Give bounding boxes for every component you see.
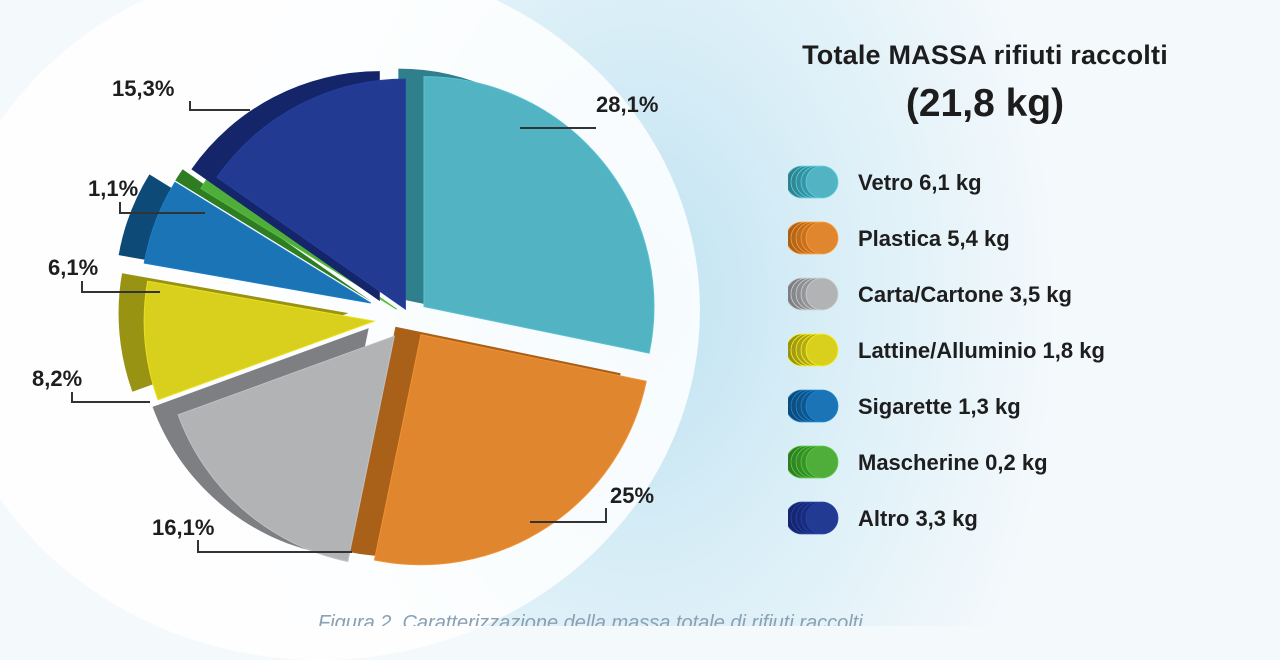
coin-stack-icon xyxy=(788,333,839,367)
legend-item: Altro 3,3 kg xyxy=(788,496,1248,536)
legend-item: Lattine/Alluminio 1,8 kg xyxy=(788,328,1248,368)
coin-stack-icon xyxy=(788,501,839,535)
coin-stack-icon xyxy=(788,165,839,199)
pie-slice-2 xyxy=(348,326,647,566)
pie-slice-1 xyxy=(398,68,655,354)
legend-label: Plastica 5,4 kg xyxy=(858,226,1010,251)
percent-label-1: 28,1% xyxy=(596,92,658,117)
legend-label: Altro 3,3 kg xyxy=(858,506,978,531)
legend-item: Mascherine 0,2 kg xyxy=(788,440,1248,480)
chart-title: Totale MASSA rifiuti raccolti xyxy=(802,40,1168,70)
leader-line-4 xyxy=(71,392,150,403)
figure-caption: Figura 2. Caratterizzazione della massa … xyxy=(318,612,863,626)
percent-label-4: 8,2% xyxy=(32,366,82,391)
legend-item: Carta/Cartone 3,5 kg xyxy=(788,272,1248,312)
legend-item: Sigarette 1,3 kg xyxy=(788,384,1248,424)
legend-label: Carta/Cartone 3,5 kg xyxy=(858,282,1072,307)
leader-line-3 xyxy=(197,540,352,553)
legend-label: Vetro 6,1 kg xyxy=(858,170,982,195)
pie-slice-face-3 xyxy=(177,335,395,562)
pie-chart: 28,1% 25% 16,1% 8,2% 6,1% 1,1% 15,3% xyxy=(32,68,658,566)
legend-label: Lattine/Alluminio 1,8 kg xyxy=(858,338,1105,363)
legend-label: Mascherine 0,2 kg xyxy=(858,450,1048,475)
percent-label-5: 6,1% xyxy=(48,255,98,280)
leader-line-5 xyxy=(81,281,160,293)
percent-label-2: 25% xyxy=(610,483,654,508)
leader-line-7 xyxy=(189,101,250,111)
pie-slice-face-1 xyxy=(423,76,655,354)
pie-slice-7 xyxy=(191,71,406,311)
pie-slice-face-7 xyxy=(216,78,406,311)
pie-slice-face-4 xyxy=(143,280,377,401)
percent-label-7: 15,3% xyxy=(112,76,174,101)
pie-slice-face-2 xyxy=(373,334,647,566)
legend-item: Vetro 6,1 kg xyxy=(788,160,1248,200)
chart-subtitle: (21,8 kg) xyxy=(905,82,1065,125)
legend-item: Plastica 5,4 kg xyxy=(788,216,1248,256)
percent-label-3: 16,1% xyxy=(152,515,214,540)
legend-label: Sigarette 1,3 kg xyxy=(858,394,1021,419)
pie-slice-3 xyxy=(152,328,395,562)
leader-line-2 xyxy=(530,508,607,523)
coin-stack-icon xyxy=(788,389,839,423)
pie-slice-4 xyxy=(118,273,377,401)
coin-stack-icon xyxy=(788,221,839,255)
leader-line-6 xyxy=(119,202,205,214)
percent-label-6: 1,1% xyxy=(88,176,138,201)
coin-stack-icon xyxy=(788,277,839,311)
coin-stack-icon xyxy=(788,445,839,479)
